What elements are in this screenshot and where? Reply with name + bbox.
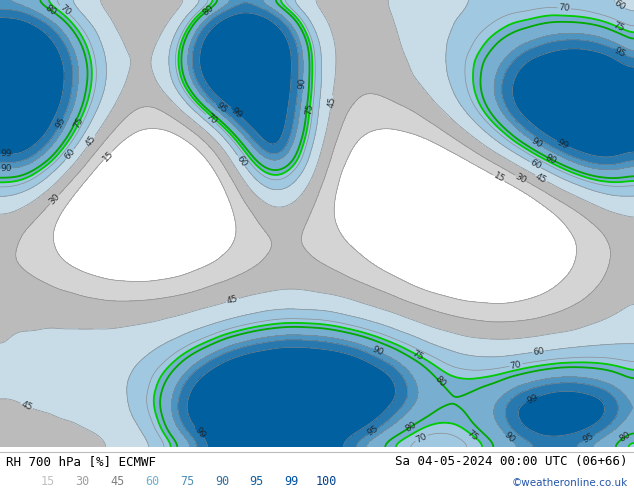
Text: 30: 30 [48, 192, 62, 206]
Text: 60: 60 [612, 0, 627, 13]
Text: 95: 95 [366, 424, 380, 438]
Text: 75: 75 [410, 348, 425, 362]
Text: 90: 90 [215, 475, 229, 488]
Text: 45: 45 [226, 294, 239, 306]
Text: 80: 80 [43, 3, 58, 17]
Text: 15: 15 [41, 475, 55, 488]
Text: 90: 90 [370, 345, 384, 358]
Text: 60: 60 [145, 475, 159, 488]
Text: 99: 99 [192, 425, 207, 440]
Text: 70: 70 [509, 360, 522, 370]
Text: 90: 90 [529, 136, 543, 149]
Text: 90: 90 [502, 430, 517, 445]
Text: 95: 95 [581, 432, 595, 445]
Text: 70: 70 [558, 3, 570, 13]
Text: 70: 70 [58, 2, 72, 17]
Text: 70: 70 [204, 112, 218, 126]
Text: 75: 75 [180, 475, 194, 488]
Text: Sa 04-05-2024 00:00 UTC (06+66): Sa 04-05-2024 00:00 UTC (06+66) [395, 455, 628, 467]
Text: 99: 99 [229, 105, 243, 120]
Text: 99: 99 [1, 149, 12, 158]
Text: 75: 75 [465, 428, 480, 442]
Text: 60: 60 [528, 158, 543, 172]
Text: 15: 15 [101, 148, 115, 163]
Text: 70: 70 [414, 431, 429, 444]
Text: 90: 90 [298, 77, 307, 89]
Text: 75: 75 [612, 21, 626, 34]
Text: 100: 100 [316, 475, 337, 488]
Text: 75: 75 [305, 102, 315, 115]
Text: 45: 45 [110, 475, 124, 488]
Text: 99: 99 [285, 475, 299, 488]
Text: 60: 60 [235, 153, 249, 168]
Text: 80: 80 [404, 420, 418, 434]
Text: 90: 90 [1, 164, 12, 172]
Text: 80: 80 [618, 430, 632, 444]
Text: 60: 60 [63, 147, 77, 161]
Text: 45: 45 [534, 172, 548, 185]
Text: 95: 95 [214, 101, 228, 116]
Text: 45: 45 [84, 134, 98, 148]
Text: 45: 45 [327, 96, 337, 108]
Text: 95: 95 [613, 46, 627, 59]
Text: 15: 15 [491, 172, 506, 185]
Text: 30: 30 [514, 172, 528, 185]
Text: 30: 30 [75, 475, 89, 488]
Text: 80: 80 [433, 375, 447, 389]
Text: 99: 99 [525, 392, 540, 406]
Text: 80: 80 [201, 3, 216, 17]
Text: ©weatheronline.co.uk: ©weatheronline.co.uk [512, 478, 628, 488]
Text: RH 700 hPa [%] ECMWF: RH 700 hPa [%] ECMWF [6, 455, 157, 467]
Text: 95: 95 [250, 475, 264, 488]
Text: 80: 80 [543, 152, 558, 166]
Text: 95: 95 [54, 116, 67, 130]
Text: 75: 75 [72, 116, 86, 130]
Text: 45: 45 [20, 399, 34, 412]
Text: 60: 60 [533, 346, 545, 357]
Text: 99: 99 [555, 137, 570, 150]
